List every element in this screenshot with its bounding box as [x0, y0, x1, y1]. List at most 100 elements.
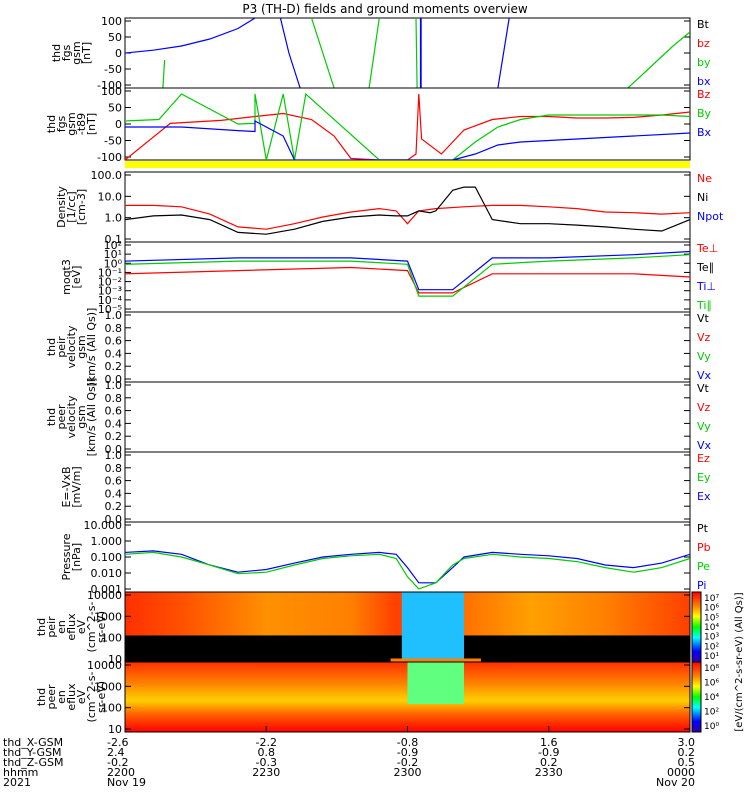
y-tick-label: 1.000 [91, 535, 123, 548]
y-tick-label: 1000 [94, 680, 122, 693]
y-tick-label: 0.2 [105, 500, 123, 513]
colorbar-tick: 10⁵ [704, 613, 719, 623]
y-axis-label-line: thd [45, 115, 58, 133]
y-tick-label: 0.001 [91, 583, 123, 596]
legend-Bz: Bz [697, 88, 711, 101]
y-tick-label: 100.0 [91, 169, 123, 182]
y-tick-label: 0.2 [105, 360, 123, 373]
legend-bz: bz [697, 37, 710, 50]
y-axis-label-line: eflux [65, 613, 78, 641]
y-tick-label: 10¹ [104, 248, 122, 261]
y-tick-label: 10⁻⁴ [98, 294, 123, 307]
y-axis-label-line: velocity [65, 395, 78, 438]
x-tick-label: 0000 [667, 766, 695, 779]
x-tick-label: -0.8 [397, 736, 418, 749]
y-axis-label-line: peer [45, 684, 58, 710]
y-tick-label: -50 [104, 63, 122, 76]
panel-pressure: 10.0001.0000.1000.0100.001Pressure[nPa]P… [60, 519, 711, 596]
series-bx [419, 18, 422, 88]
series-by [310, 18, 335, 88]
y-tick-label: 0.100 [91, 551, 123, 564]
y-axis-label-line: E=-VxB [60, 466, 73, 507]
colorbar-tick: 10³ [704, 633, 719, 643]
legend-Ne: Ne [697, 172, 712, 185]
x-tick-label: -2.6 [107, 736, 128, 749]
colorbar-tick: 10¹ [704, 652, 719, 662]
legend-Pe: Pe [697, 560, 710, 573]
y-axis-label-line: thd [45, 338, 58, 356]
legend-Ey: Ey [697, 471, 711, 484]
series-bx [125, 18, 256, 54]
y-tick-label: -100 [97, 151, 122, 164]
y-tick-label: 0.4 [105, 417, 123, 430]
colorbar-tick: 10⁷ [704, 594, 719, 604]
y-tick-label: 0.4 [105, 487, 123, 500]
legend-Vy: Vy [697, 350, 711, 363]
x-tick-label: 0.5 [678, 756, 696, 769]
y-axis-label-line: en [55, 620, 68, 634]
legend-By: By [697, 107, 712, 120]
colorbar-tick: 10⁶ [704, 604, 719, 614]
x-tick-label: 2230 [252, 766, 280, 779]
y-tick-label: 10 [108, 653, 122, 666]
legend-Vx: Vx [697, 369, 712, 382]
y-axis-label-line: moqt3 [60, 259, 73, 295]
y-axis-label: Density[1/cc][cm-3] [55, 186, 88, 228]
y-axis-label-line: gsm [75, 405, 88, 428]
y-tick-label: 0.2 [105, 430, 123, 443]
y-axis-label: thdfgsgsm-t89[nT] [45, 112, 98, 135]
x-tick-label: 2300 [394, 766, 422, 779]
yellow-flag-bar [125, 161, 690, 168]
y-tick-label: 10² [104, 239, 122, 252]
y-tick-label: 0.1 [105, 233, 123, 246]
y-tick-label: 0 [115, 47, 122, 60]
colorbar-tick: 10⁸ [704, 664, 719, 674]
legend-Vx: Vx [697, 439, 712, 452]
y-axis-label-line: [eV] [70, 266, 83, 289]
y-axis-label: Pressure[nPa] [60, 533, 83, 580]
y-tick-label: 0.8 [105, 322, 123, 335]
y-axis-label-line: gsm [65, 112, 78, 135]
y-axis-label-line: peir [45, 616, 58, 638]
x-row-label: thd_Z-GSM [3, 756, 63, 769]
series-by [415, 18, 418, 88]
x-tick-label: -2.2 [256, 736, 277, 749]
y-tick-label: -50 [104, 135, 122, 148]
legend-Ez: Ez [697, 452, 710, 465]
x-row-label: thd_Y-GSM [3, 746, 62, 759]
legend-bx: bx [697, 75, 711, 88]
y-axis-label-line: thd [35, 688, 48, 706]
y-axis-label-line: thd [45, 408, 58, 426]
panel-frame [124, 87, 691, 161]
y-tick-label: 0.010 [91, 567, 123, 580]
ion-spectrogram-marker [390, 658, 481, 663]
legend-Bx: Bx [697, 126, 712, 139]
x-tick-label: 1.6 [540, 736, 558, 749]
y-axis-label: thdpeervelocitygsm[km/s (All Qs)] [45, 378, 98, 457]
y-axis-label-line: peir [55, 336, 68, 358]
series-by [162, 59, 166, 88]
panel-fgs_gsm_t89: 100 50 0 -50 -100 thdfgsgsm-t89[nT] Bz By Bx [45, 85, 712, 164]
x-row-label: hhmm [3, 766, 38, 779]
y-axis-label-line: [nPa] [70, 543, 83, 571]
series-Ne [125, 204, 690, 230]
y-axis-label-line: [km/s (All Qs)] [85, 308, 98, 387]
y-tick-label: 50 [108, 31, 122, 44]
y-axis-label: thdpeirvelocitygsm[km/s (All Qs)] [45, 308, 98, 387]
y-tick-label: 0.6 [105, 405, 123, 418]
legend-Pt: Pt [697, 522, 709, 535]
y-axis-label-line: [cm-3] [75, 189, 88, 225]
y-axis-label-line: gsm [70, 41, 83, 64]
panel-frame [124, 521, 691, 593]
y-axis-label: thdpeirenefluxeV(cm^2-s-sr-eV) [35, 602, 108, 653]
y-axis-label-line: sr-eV) [95, 611, 108, 643]
y-tick-label: 0.6 [105, 335, 123, 348]
series-Ni [125, 186, 690, 235]
y-axis-label-line: eV [75, 619, 88, 634]
y-axis-label-line: eflux [65, 683, 78, 711]
panel-frame [124, 381, 691, 453]
legend-Ex: Ex [697, 490, 711, 503]
series-Te⊥ [125, 266, 690, 294]
y-tick-label: 1.0 [105, 309, 123, 322]
series-bx [497, 18, 510, 88]
